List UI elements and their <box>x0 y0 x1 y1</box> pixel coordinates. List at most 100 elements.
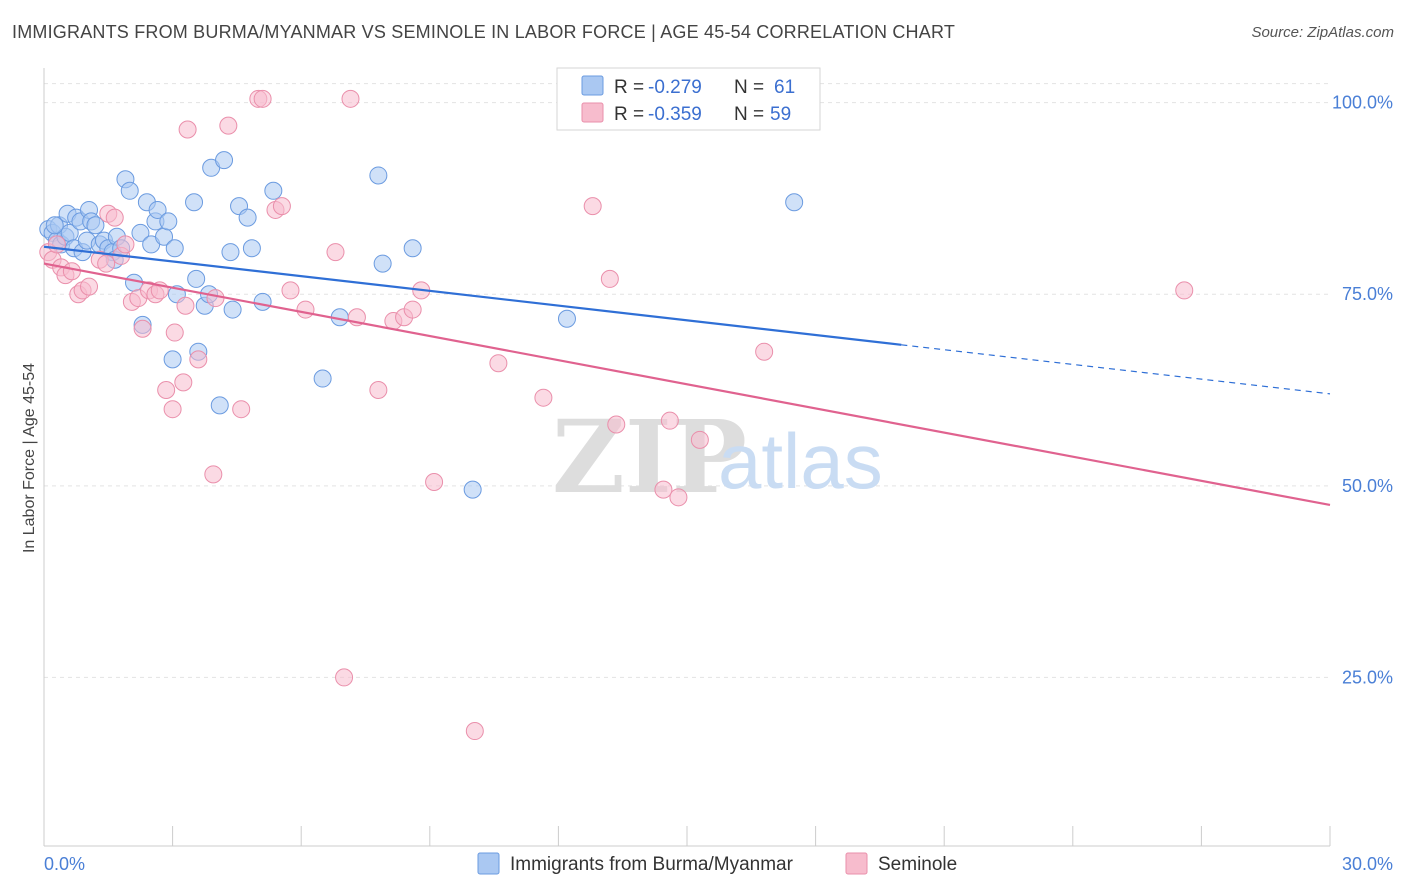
seminole-point <box>232 400 251 419</box>
y-tick-labels: 25.0% 50.0% 75.0% 100.0% <box>1332 93 1393 688</box>
burma-point <box>313 369 332 388</box>
seminole-point <box>296 300 315 319</box>
seminole-point <box>654 480 673 499</box>
seminole-point <box>583 197 602 216</box>
seminole-point <box>174 373 193 392</box>
watermark: ZIP atlas <box>552 398 883 516</box>
seminole-point <box>178 120 197 139</box>
seminole-point <box>326 243 345 262</box>
burma-point <box>373 254 392 273</box>
y-tick-label: 100.0% <box>1332 93 1393 113</box>
burma-point <box>238 208 257 227</box>
seminole-point <box>206 289 225 308</box>
watermark-zip: ZIP <box>552 398 747 516</box>
y-tick-label: 50.0% <box>1342 476 1393 496</box>
burma-point <box>369 166 388 185</box>
stats-pink-n-label: N = <box>734 104 764 125</box>
burma-point <box>253 292 272 311</box>
stats-blue-r-value: -0.279 <box>648 77 702 98</box>
seminole-point <box>105 208 124 227</box>
seminole-point <box>1175 281 1194 300</box>
x-tick-label: 0.0% <box>44 854 85 874</box>
burma-point <box>45 216 64 235</box>
burma-point <box>221 243 240 262</box>
seminole-point <box>534 388 553 407</box>
seminole-point <box>607 415 626 434</box>
seminole-point <box>465 722 484 741</box>
stats-box: R = -0.279 N = 61 R = -0.359 N = 59 <box>556 67 821 131</box>
burma-point <box>223 300 242 319</box>
burma-point <box>215 151 234 170</box>
seminole-point <box>669 488 688 507</box>
stats-blue-n-label: N = <box>734 77 764 98</box>
seminole-point <box>157 381 176 400</box>
stats-pink-swatch <box>581 102 604 123</box>
stats-pink-n-value: 59 <box>770 104 791 125</box>
seminole-point <box>600 269 619 288</box>
burma-trend-line <box>43 245 902 346</box>
legend-pink-label: Seminole <box>878 854 957 875</box>
seminole-point <box>62 262 81 281</box>
seminole-trend-line <box>43 262 1331 507</box>
seminole-point <box>165 323 184 342</box>
burma-point <box>125 273 144 292</box>
x-tick-labels: 0.0% 30.0% <box>44 854 1393 874</box>
seminole-point <box>47 235 66 254</box>
y-tick-label: 25.0% <box>1342 667 1393 687</box>
trend-lines <box>43 245 1331 507</box>
burma-point <box>131 223 150 242</box>
burma-point <box>165 239 184 258</box>
burma-trend-line-extrapolated <box>901 344 1331 395</box>
seminole-point <box>489 354 508 373</box>
y-tick-label: 75.0% <box>1342 284 1393 304</box>
watermark-atlas: atlas <box>718 417 883 505</box>
seminole-point <box>425 472 444 491</box>
stats-pink-r-label: R = <box>614 104 644 125</box>
seminole-point <box>690 430 709 449</box>
seminole-point <box>403 300 422 319</box>
stats-blue-n-value: 61 <box>774 77 795 98</box>
seminole-point <box>219 116 238 135</box>
burma-point <box>187 269 206 288</box>
seminole-point <box>660 411 679 430</box>
burma-point <box>403 239 422 258</box>
legend: Immigrants from Burma/Myanmar Seminole <box>477 852 957 875</box>
burma-point <box>210 396 229 415</box>
seminole-point <box>272 197 291 216</box>
legend-blue-label: Immigrants from Burma/Myanmar <box>510 854 794 875</box>
burma-point <box>185 193 204 212</box>
burma-point <box>148 200 167 219</box>
legend-pink-swatch <box>845 852 868 875</box>
source-credit: Source: ZipAtlas.com <box>1251 24 1394 41</box>
chart-title: IMMIGRANTS FROM BURMA/MYANMAR VS SEMINOL… <box>12 22 956 42</box>
burma-point <box>159 212 178 231</box>
burma-point <box>463 480 482 499</box>
series-seminole-points <box>39 89 1194 741</box>
seminole-point <box>133 319 152 338</box>
burma-point <box>557 309 576 328</box>
seminole-point <box>281 281 300 300</box>
burma-point <box>86 216 105 235</box>
seminole-point <box>204 465 223 484</box>
seminole-point <box>189 350 208 369</box>
gridlines <box>44 83 1330 678</box>
burma-point <box>120 181 139 200</box>
seminole-point <box>341 89 360 108</box>
seminole-point <box>163 400 182 419</box>
burma-point <box>264 181 283 200</box>
seminole-point <box>755 342 774 361</box>
seminole-point <box>80 277 99 296</box>
seminole-point <box>335 668 354 687</box>
stats-blue-r-label: R = <box>614 77 644 98</box>
seminole-point <box>97 254 116 273</box>
axes <box>43 68 1331 847</box>
stats-pink-r-value: -0.359 <box>648 104 702 125</box>
x-tick-label: 30.0% <box>1342 854 1393 874</box>
seminole-point <box>369 381 388 400</box>
burma-point <box>242 239 261 258</box>
seminole-point <box>176 296 195 315</box>
y-axis-label: In Labor Force | Age 45-54 <box>21 363 38 553</box>
burma-point <box>163 350 182 369</box>
burma-point <box>785 193 804 212</box>
